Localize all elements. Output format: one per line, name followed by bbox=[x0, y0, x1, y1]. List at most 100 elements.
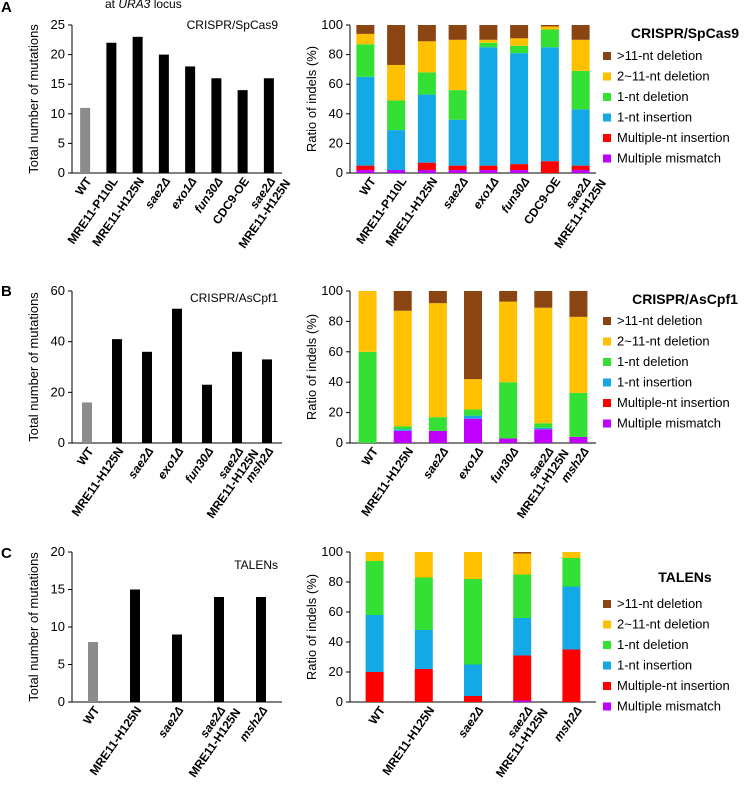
panel-c-ratio-segment-2-11-nt-deletion-sae2 bbox=[464, 552, 482, 579]
panel-b-count-bar-exo1 bbox=[172, 308, 182, 443]
panel-a-ratio-legend-label-11-nt-deletion: >11-nt deletion bbox=[617, 48, 702, 63]
panel-a-ratio-segment-multiple-mismatch-mre11-p110l bbox=[387, 170, 406, 173]
panel-b-ratio-segment-1-nt-deletion-wt bbox=[358, 351, 377, 443]
panel-a-ratio-segment-2-11-nt-deletion-sae2-mre11-h125n bbox=[571, 39, 590, 71]
panel-c-ratio-segment-1-nt-insertion-wt bbox=[365, 615, 384, 672]
panel-b-count-ytick-label: 60 bbox=[51, 283, 65, 298]
panel-c-ratio-legend-label-2-11-nt-deletion: 2~11-nt deletion bbox=[617, 617, 710, 632]
panel-b-count-category-label: fun30Δ bbox=[182, 445, 216, 486]
panel-a-ratio-legend-swatch-multiple-mismatch bbox=[603, 154, 611, 163]
panel-b-ratio-segment-11-nt-deletion-exo1 bbox=[464, 291, 482, 380]
panel-a-ratio-segment-1-nt-deletion-mre11-h125n bbox=[417, 72, 436, 95]
panel-b-count-category-label: sae2Δ bbox=[125, 445, 156, 482]
panel-a-count-bar-sae2-mre11-h125n bbox=[263, 78, 274, 173]
panel-b-ratio-ytick-label: 60 bbox=[329, 344, 343, 359]
panel-a-ratio-segment-multiple-mismatch-exo1 bbox=[479, 170, 498, 173]
panel-b-count-bar-sae2 bbox=[142, 351, 152, 443]
panel-b-count-y-axis-title: Total number of mutations bbox=[26, 292, 41, 442]
panel-c-ratio-segment-1-nt-deletion-wt bbox=[365, 561, 384, 615]
panel-a-ratio-legend-label-1-nt-deletion: 1-nt deletion bbox=[617, 89, 689, 104]
panel-b-ratio-ytick-label: 80 bbox=[329, 313, 343, 328]
panel-a-ratio-segment-1-nt-insertion-fun30 bbox=[510, 53, 529, 165]
panel-a-ratio-legend-swatch-1-nt-deletion bbox=[603, 93, 611, 101]
panel-b-ratio-segment-multiple-mismatch-msh2 bbox=[569, 436, 588, 443]
panel-b-count-category-label: exo1Δ bbox=[155, 445, 187, 482]
panel-b-ratio-legend-label-2-11-nt-deletion: 2~11-nt deletion bbox=[617, 334, 710, 349]
panel-a-ratio-segment-11-nt-deletion-cdc9-oe bbox=[540, 25, 559, 27]
panel-c-count-bar-wt bbox=[88, 642, 98, 702]
panel-a-ratio-segment-multiple-mismatch-sae2 bbox=[448, 170, 467, 173]
panel-b-ratio-segment-11-nt-deletion-msh2 bbox=[569, 291, 588, 317]
panel-a-ratio-legend-swatch-multiple-nt-insertion bbox=[603, 134, 611, 142]
panel-b-ratio-segment-1-nt-deletion-sae2-mre11-h125n bbox=[534, 423, 553, 428]
panel-a-ratio-ytick-label: 20 bbox=[329, 135, 343, 150]
panel-a-ratio-segment-1-nt-insertion-cdc9-oe bbox=[540, 47, 559, 162]
panel-a-ratio-segment-1-nt-insertion-exo1 bbox=[479, 47, 498, 166]
panel-a-ratio-ytick-label: 60 bbox=[329, 76, 343, 91]
panel-b-count-category-label: WT bbox=[74, 444, 97, 468]
panel-a-ratio-segment-2-11-nt-deletion-cdc9-oe bbox=[540, 26, 559, 30]
panel-letter-c: C bbox=[1, 545, 12, 562]
panel-c-ratio-legend-swatch-1-nt-deletion bbox=[603, 641, 611, 649]
panel-c-ratio-segment-11-nt-deletion-sae2-mre11-h125n bbox=[513, 552, 532, 554]
panel-c-ratio-segment-2-11-nt-deletion-sae2-mre11-h125n bbox=[513, 553, 532, 575]
panel-c-ratio-segment-1-nt-insertion-sae2-mre11-h125n bbox=[513, 618, 532, 656]
panel-c-ratio-segment-1-nt-insertion-msh2 bbox=[562, 586, 581, 650]
panel-c-ratio-segment-multiple-nt-insertion-sae2 bbox=[464, 696, 482, 702]
panel-b-ratio-legend-label-11-nt-deletion: >11-nt deletion bbox=[617, 313, 702, 328]
panel-a-ratio-segment-1-nt-deletion-exo1 bbox=[479, 42, 498, 48]
panel-b-ratio-legend-label-1-nt-insertion: 1-nt insertion bbox=[617, 375, 692, 390]
panel-a-ratio-legend-label-multiple-nt-insertion: Multiple-nt insertion bbox=[617, 130, 730, 145]
panel-b-ratio-segment-2-11-nt-deletion-exo1 bbox=[464, 379, 482, 410]
panel-b-ratio-segment-1-nt-deletion-mre11-h125n bbox=[393, 426, 412, 430]
panel-a-ratio-segment-2-11-nt-deletion-mre11-h125n bbox=[417, 41, 436, 73]
panel-b-ratio-category-label: WT bbox=[359, 444, 382, 468]
panel-b-ratio-legend-swatch-1-nt-deletion bbox=[603, 358, 611, 366]
panel-c-ratio-legend-label-1-nt-insertion: 1-nt insertion bbox=[617, 658, 692, 673]
panel-c-ratio-legend-label-1-nt-deletion: 1-nt deletion bbox=[617, 637, 689, 652]
panel-a-ratio-segment-11-nt-deletion-mre11-h125n bbox=[417, 25, 436, 42]
panel-b-ratio-legend-swatch-1-nt-insertion bbox=[603, 378, 611, 387]
panel-b-ratio-segment-1-nt-deletion-sae2 bbox=[428, 417, 447, 431]
panel-a-ratio-segment-multiple-mismatch-fun30 bbox=[510, 170, 529, 173]
panel-a-ratio-segment-multiple-mismatch-sae2-mre11-h125n bbox=[571, 170, 590, 173]
panel-b-ratio-segment-1-nt-insertion-exo1 bbox=[464, 415, 482, 419]
panel-a-ratio-segment-multiple-nt-insertion-sae2-mre11-h125n bbox=[571, 165, 590, 171]
panel-a-ratio-legend-swatch-2-11-nt-deletion bbox=[603, 72, 611, 81]
panel-a-ratio-segment-11-nt-deletion-fun30 bbox=[510, 25, 529, 39]
panel-b-count-bar-msh2 bbox=[262, 359, 272, 443]
panel-b-ratio-category-label: fun30Δ bbox=[487, 445, 521, 486]
panel-c-ratio-category-label: sae2Δ bbox=[455, 704, 486, 741]
panel-c-count-bar-msh2 bbox=[256, 597, 266, 702]
panel-a-ratio-segment-1-nt-insertion-wt bbox=[356, 76, 375, 166]
panel-c-count-y-axis-title: Total number of mutations bbox=[26, 552, 41, 702]
panel-a-ratio-segment-multiple-nt-insertion-cdc9-oe bbox=[540, 161, 559, 173]
panel-c-count-ytick-label: 10 bbox=[51, 619, 65, 634]
panel-a-ratio-segment-multiple-nt-insertion-fun30 bbox=[510, 164, 529, 171]
panel-c-ratio-ytick-label: 80 bbox=[329, 574, 343, 589]
panel-c-count-ytick-label: 5 bbox=[58, 657, 65, 672]
panel-b-count-ytick-label: 0 bbox=[58, 435, 65, 450]
panel-c-ratio-segment-2-11-nt-deletion-msh2 bbox=[562, 552, 581, 558]
panel-a-ratio-segment-11-nt-deletion-sae2 bbox=[448, 25, 467, 40]
panel-b-ratio-segment-11-nt-deletion-fun30 bbox=[499, 291, 518, 302]
panel-a-ratio-legend-title: CRISPR/SpCas9 bbox=[631, 25, 739, 41]
panel-c-ratio-ytick-label: 100 bbox=[321, 544, 343, 559]
panel-a-count-bar-mre11-h125n bbox=[132, 36, 143, 174]
panel-a-ratio-segment-11-nt-deletion-sae2-mre11-h125n bbox=[571, 25, 590, 40]
panel-c-count-method-label: TALENs bbox=[234, 558, 278, 572]
panel-a-ratio-segment-2-11-nt-deletion-fun30 bbox=[510, 38, 529, 46]
panel-a-count-category-label: WT bbox=[72, 174, 95, 198]
panel-b-ratio-legend-swatch-11-nt-deletion bbox=[603, 317, 611, 325]
panel-a-count-method-label: CRISPR/SpCas9 bbox=[187, 18, 279, 32]
panel-c-ratio-segment-1-nt-insertion-sae2 bbox=[464, 664, 482, 696]
panel-b-ratio-segment-1-nt-deletion-exo1 bbox=[464, 409, 482, 416]
panel-c-ratio-segment-multiple-nt-insertion-wt bbox=[365, 672, 384, 702]
panel-a-ratio-segment-multiple-nt-insertion-exo1 bbox=[479, 165, 498, 171]
panel-b-count-bar-wt bbox=[82, 402, 92, 443]
panel-c-ratio-ytick-label: 0 bbox=[336, 694, 343, 709]
panel-b-count-method-label: CRISPR/AsCpf1 bbox=[190, 291, 278, 305]
panel-b-count-bar-sae2-mre11-h125n bbox=[232, 351, 242, 443]
panel-letter-a: A bbox=[1, 0, 12, 16]
